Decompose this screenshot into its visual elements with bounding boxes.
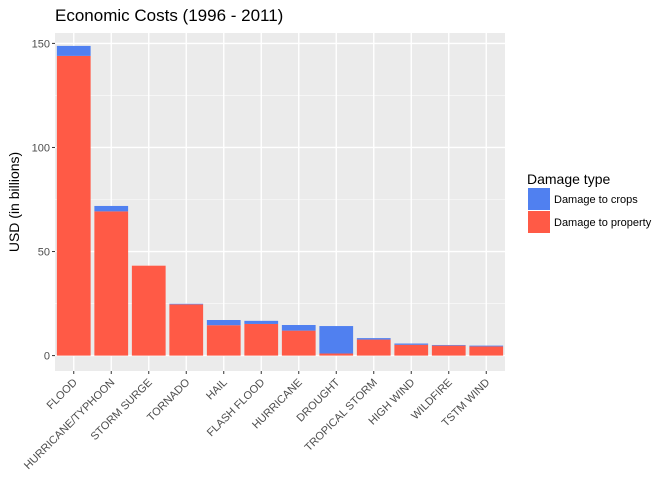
bar-segment-property: [469, 346, 504, 356]
x-tick-label: TROPICAL STORM: [303, 377, 380, 454]
legend-label: Damage to property: [554, 217, 652, 229]
plot-panel: [55, 33, 505, 371]
bar-segment-property: [94, 211, 129, 356]
legend-title: Damage type: [527, 171, 610, 187]
legend-items: Damage to crops Damage to property: [528, 188, 652, 233]
bar-segment-property: [169, 304, 204, 356]
bar-segment-property: [56, 55, 91, 356]
bar-segment-property: [356, 339, 391, 356]
bar-segment-crops: [394, 343, 429, 345]
bar-segment-crops: [94, 205, 129, 212]
bar-segment-crops: [56, 45, 91, 56]
legend-swatch: [528, 211, 550, 233]
x-tick-label: FLOOD: [45, 377, 80, 412]
bar-segment-property: [206, 325, 241, 356]
grid-minor: [55, 95, 505, 304]
bar-segment-crops: [319, 326, 354, 354]
y-tick-label: 150: [32, 38, 50, 50]
bar-segment-crops: [169, 303, 204, 305]
y-tick-label: 0: [44, 351, 50, 363]
bar-segment-property: [319, 353, 354, 356]
bar-segment-property: [394, 344, 429, 356]
y-axis-ticks: 0 50 100 150: [32, 38, 55, 363]
legend-label: Damage to crops: [554, 194, 638, 206]
y-tick-label: 100: [32, 142, 50, 154]
bar-segment-property: [131, 265, 166, 356]
bar-segment-crops: [206, 320, 241, 326]
bars: [56, 45, 504, 356]
bar-segment-crops: [244, 320, 279, 324]
x-tick-label: HAIL: [204, 377, 230, 403]
bar-segment-property: [244, 323, 279, 356]
bar-segment-crops: [281, 325, 316, 331]
legend: Damage type Damage to crops Damage to pro…: [527, 171, 652, 233]
bar-segment-crops: [431, 344, 466, 346]
bar-segment-property: [431, 345, 466, 356]
y-axis-label: USD (in billions): [6, 152, 22, 252]
legend-swatch: [528, 188, 550, 210]
bar-segment-crops: [356, 338, 391, 340]
bar-segment-property: [281, 330, 316, 356]
bar-segment-crops: [469, 345, 504, 347]
chart-title: Economic Costs (1996 - 2011): [55, 6, 283, 25]
y-tick-label: 50: [38, 247, 50, 259]
